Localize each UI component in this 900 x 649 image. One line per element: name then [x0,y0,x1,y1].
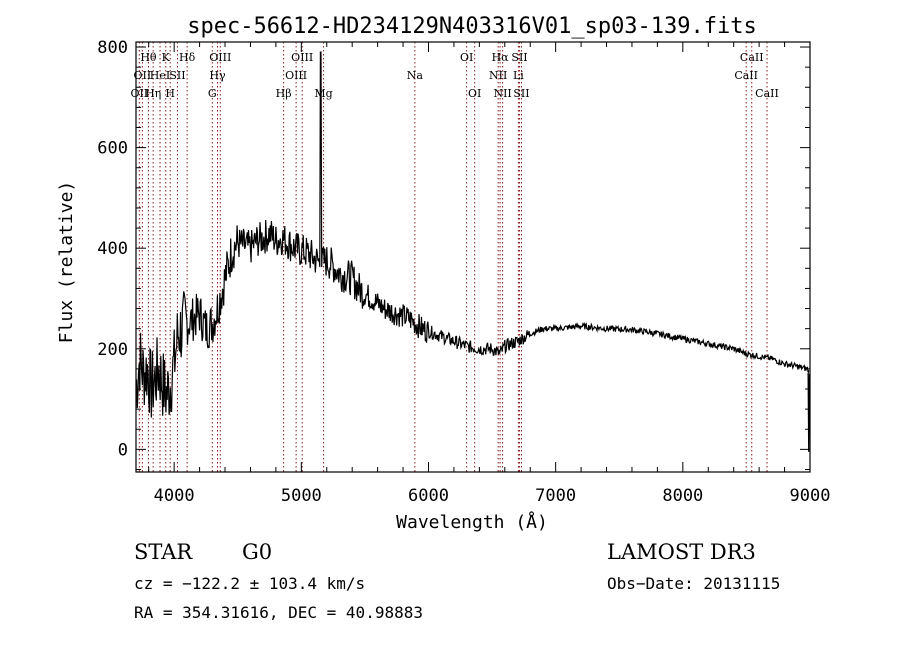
x-tick-label: 7000 [535,486,576,506]
line-marker-label: OIII [291,51,313,64]
line-marker-label: Hγ [209,69,226,82]
line-marker-label: OIII [209,51,231,64]
x-tick-label: 5000 [281,486,322,506]
x-tick-label: 6000 [408,486,449,506]
spectrum-series-line [135,51,811,452]
line-marker-label: SII [169,69,185,82]
line-marker-label: SII [511,51,527,64]
line-marker-label: OIII [285,69,307,82]
line-marker-label: Li [513,69,524,82]
line-marker-label: SII [513,87,529,100]
coordinates: RA = 354.31616, DEC = 40.98883 [134,603,423,622]
line-marker-label: Hη [145,87,161,100]
x-tick-label: 9000 [790,486,831,506]
line-marker-label: OII [133,69,151,82]
y-tick-label: 600 [97,139,128,159]
axis-ticks [136,42,811,472]
line-marker-label: HeI [150,69,170,82]
redshift-value: cz = −122.2 ± 103.4 km/s [134,574,366,593]
object-class: STAR [134,540,193,564]
line-marker-label: CaII [734,69,758,82]
y-tick-label: 0 [118,440,128,460]
line-marker-label: Mg [314,87,332,100]
y-axis-label: Flux (relative) [56,181,77,344]
y-tick-label: 400 [97,239,128,259]
plot-frame [135,41,811,473]
line-marker-label: CaII [755,87,779,100]
line-marker-label: OI [468,87,481,100]
x-tick-label: 4000 [154,486,195,506]
x-tick-label: 8000 [662,486,703,506]
line-marker-label: NII [493,87,511,100]
line-marker-label: G [208,87,217,100]
line-marker-label: Hα [492,51,510,64]
line-marker-label: OI [460,51,473,64]
line-marker-label: CaII [740,51,764,64]
line-marker-label: Hδ [179,51,196,64]
line-marker-label: OII [130,87,148,100]
line-marker-label: Hθ [140,51,157,64]
y-tick-label: 200 [97,340,128,360]
y-tick-label: 800 [97,38,128,58]
line-marker-label: K [162,51,171,64]
obs-date: Obs−Date: 20131115 [607,574,781,593]
chart-title: spec-56612-HD234129N403316V01_sp03-139.f… [187,14,757,39]
line-marker-label: H [165,87,175,100]
line-marker-label: NII [489,69,507,82]
x-axis-label: Wavelength (Å) [396,511,548,533]
line-marker-label: Na [407,69,424,82]
axis-tick-labels: 4000 5000 6000 7000 8000 9000 0 200 400 600 800 [97,38,830,506]
survey-name: LAMOST DR3 [607,540,756,564]
line-marker-labels: OII OII Hθ Hη HeI K H SII Hδ G Hγ OIII Hβ OIII OIII Mg N… [130,51,778,100]
subclass: G0 [242,540,273,564]
line-marker-label: Hβ [276,87,292,100]
